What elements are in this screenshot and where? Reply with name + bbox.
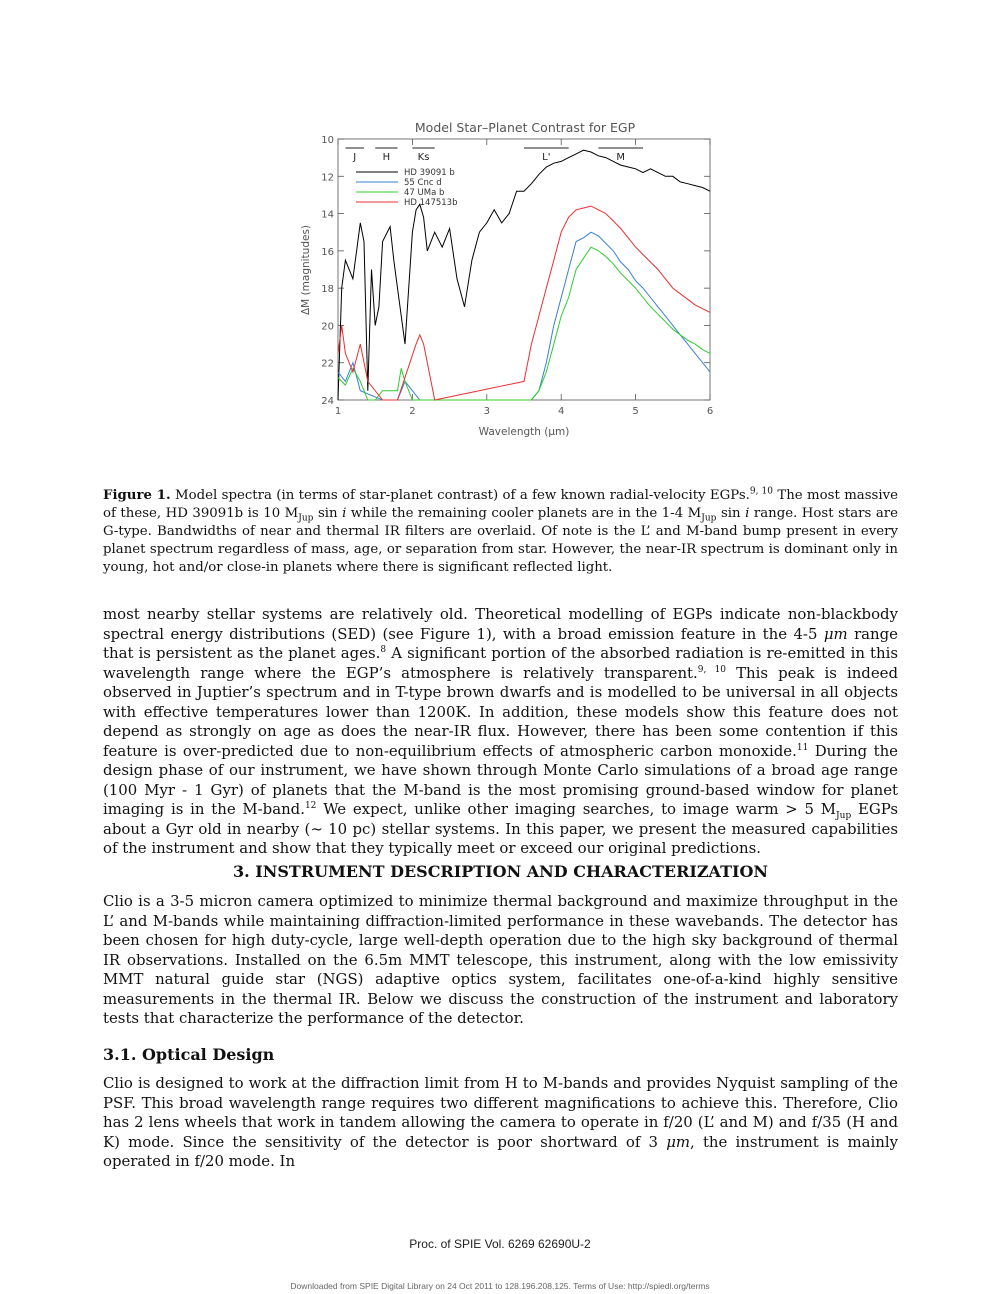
y-tick-label: 22	[321, 359, 334, 370]
y-tick-label: 24	[321, 396, 334, 407]
band-label: Ks	[418, 152, 430, 163]
math-symbol: i	[342, 506, 347, 521]
plot-frame	[337, 138, 711, 401]
series-line	[337, 246, 711, 401]
y-tick-label: 12	[321, 172, 334, 183]
paragraph-text: We expect, unlike other imaging searches…	[323, 800, 837, 818]
paragraph-text: most nearby stellar systems are relative…	[103, 605, 898, 643]
citation-ref: 9, 10	[697, 664, 727, 675]
y-tick-label: 16	[321, 247, 334, 258]
caption-label: Figure 1.	[103, 488, 171, 503]
x-tick-label: 4	[558, 406, 564, 417]
caption-text: range. Host stars are G-type. Bandwidths…	[103, 506, 898, 575]
legend-label: 55 Cnc d	[404, 178, 442, 188]
citation-ref: 11	[796, 742, 809, 753]
caption-text: while the remaining cooler planets are i…	[350, 506, 702, 521]
unit-micron: μm	[666, 1132, 691, 1151]
x-tick-label: 2	[409, 406, 415, 417]
figure-caption: Figure 1. Model spectra (in terms of sta…	[103, 487, 898, 577]
legend-label: HD 39091 b	[404, 168, 455, 178]
series-lines	[337, 149, 711, 401]
citation-ref: 12	[304, 801, 317, 812]
caption-text: Model spectra (in terms of star-planet c…	[174, 488, 750, 503]
y-tick-label: 14	[321, 210, 334, 221]
series-line	[337, 205, 711, 401]
paragraph-text: This peak is indeed observed in Juptier’…	[103, 663, 898, 760]
subscript: Jup	[298, 513, 314, 524]
subscript: Jup	[701, 513, 717, 524]
x-tick-label: 1	[335, 406, 341, 417]
x-tick-label: 6	[707, 406, 713, 417]
page-footer: Proc. of SPIE Vol. 6269 62690U-2	[409, 1237, 591, 1251]
caption-math: sin	[317, 506, 338, 521]
legend: HD 39091 b55 Cnc d47 UMa bHD 147513b	[356, 168, 457, 208]
section-paragraph: Clio is a 3-5 micron camera optimized to…	[103, 892, 898, 1027]
band-label: M	[616, 152, 625, 163]
chart-title: Model Star–Planet Contrast for EGP	[415, 120, 636, 135]
citation-ref: 8	[380, 645, 387, 656]
subscript: Jup	[836, 810, 852, 821]
x-tick-label: 5	[632, 406, 638, 417]
x-axis-label: Wavelength (μm)	[479, 426, 570, 438]
subsection-heading: 3.1. Optical Design	[103, 1045, 275, 1064]
caption-text: The most massive of these, HD 39091b is …	[103, 488, 899, 521]
paragraph-text: EGPs about a Gyr old in nearby (∼ 10 pc)…	[103, 800, 899, 857]
caption-math: sin	[720, 506, 741, 521]
download-note: Downloaded from SPIE Digital Library on …	[290, 1281, 710, 1291]
intro-paragraph: most nearby stellar systems are relative…	[103, 605, 898, 859]
legend-label: HD 147513b	[404, 198, 457, 208]
paragraph-text: Clio is designed to work at the diffract…	[103, 1074, 898, 1151]
series-line	[337, 149, 711, 401]
unit-micron: μm	[823, 624, 848, 643]
y-axis-label: ΔM (magnitudes)	[300, 225, 312, 315]
paragraph-text: range that is persistent as the planet a…	[103, 624, 898, 663]
citation-ref: 9, 10	[749, 486, 773, 497]
band-label: L'	[542, 152, 550, 163]
section-heading: 3. INSTRUMENT DESCRIPTION AND CHARACTERI…	[232, 862, 769, 881]
y-tick-label: 18	[321, 284, 334, 295]
paragraph-text: , the instrument is mainly operated in f…	[103, 1132, 898, 1171]
x-tick-label: 3	[484, 406, 490, 417]
legend-label: 47 UMa b	[404, 188, 444, 198]
filter-bands: J H Ks L' M	[345, 147, 644, 163]
y-tick-label: 10	[321, 135, 334, 146]
paragraph-text: A significant portion of the absorbed ra…	[103, 644, 899, 682]
y-tick-label: 20	[321, 321, 334, 332]
band-label: H	[383, 152, 391, 163]
math-symbol: i	[745, 506, 750, 521]
paragraph-text: During the design phase of our instrumen…	[103, 741, 898, 819]
band-label: J	[352, 152, 356, 163]
optical-design-paragraph: Clio is designed to work at the diffract…	[103, 1074, 898, 1172]
